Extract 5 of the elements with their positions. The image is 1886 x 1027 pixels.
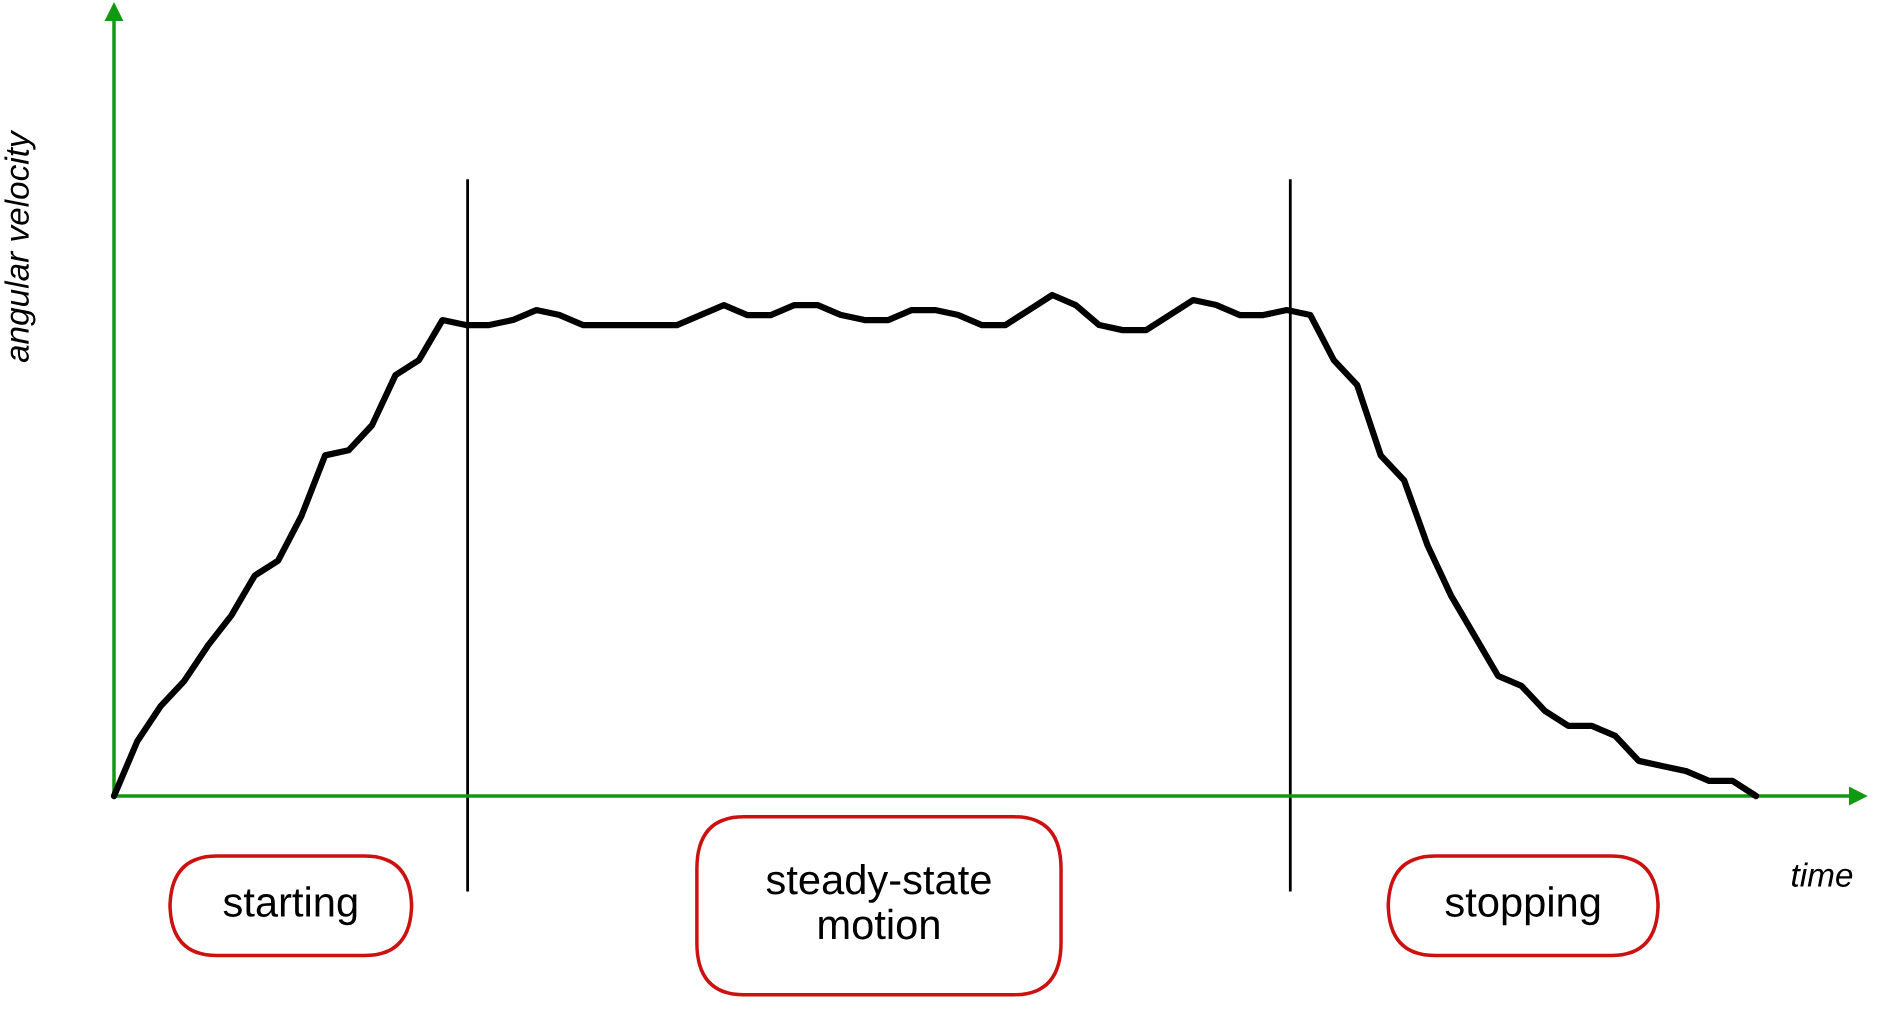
y-axis-title: angular velocity: [4, 129, 36, 363]
x-axis-title: time: [1792, 862, 1853, 887]
text: starting: [223, 886, 357, 926]
text: stopping: [1445, 886, 1600, 926]
text: steady-state motion: [766, 863, 991, 940]
